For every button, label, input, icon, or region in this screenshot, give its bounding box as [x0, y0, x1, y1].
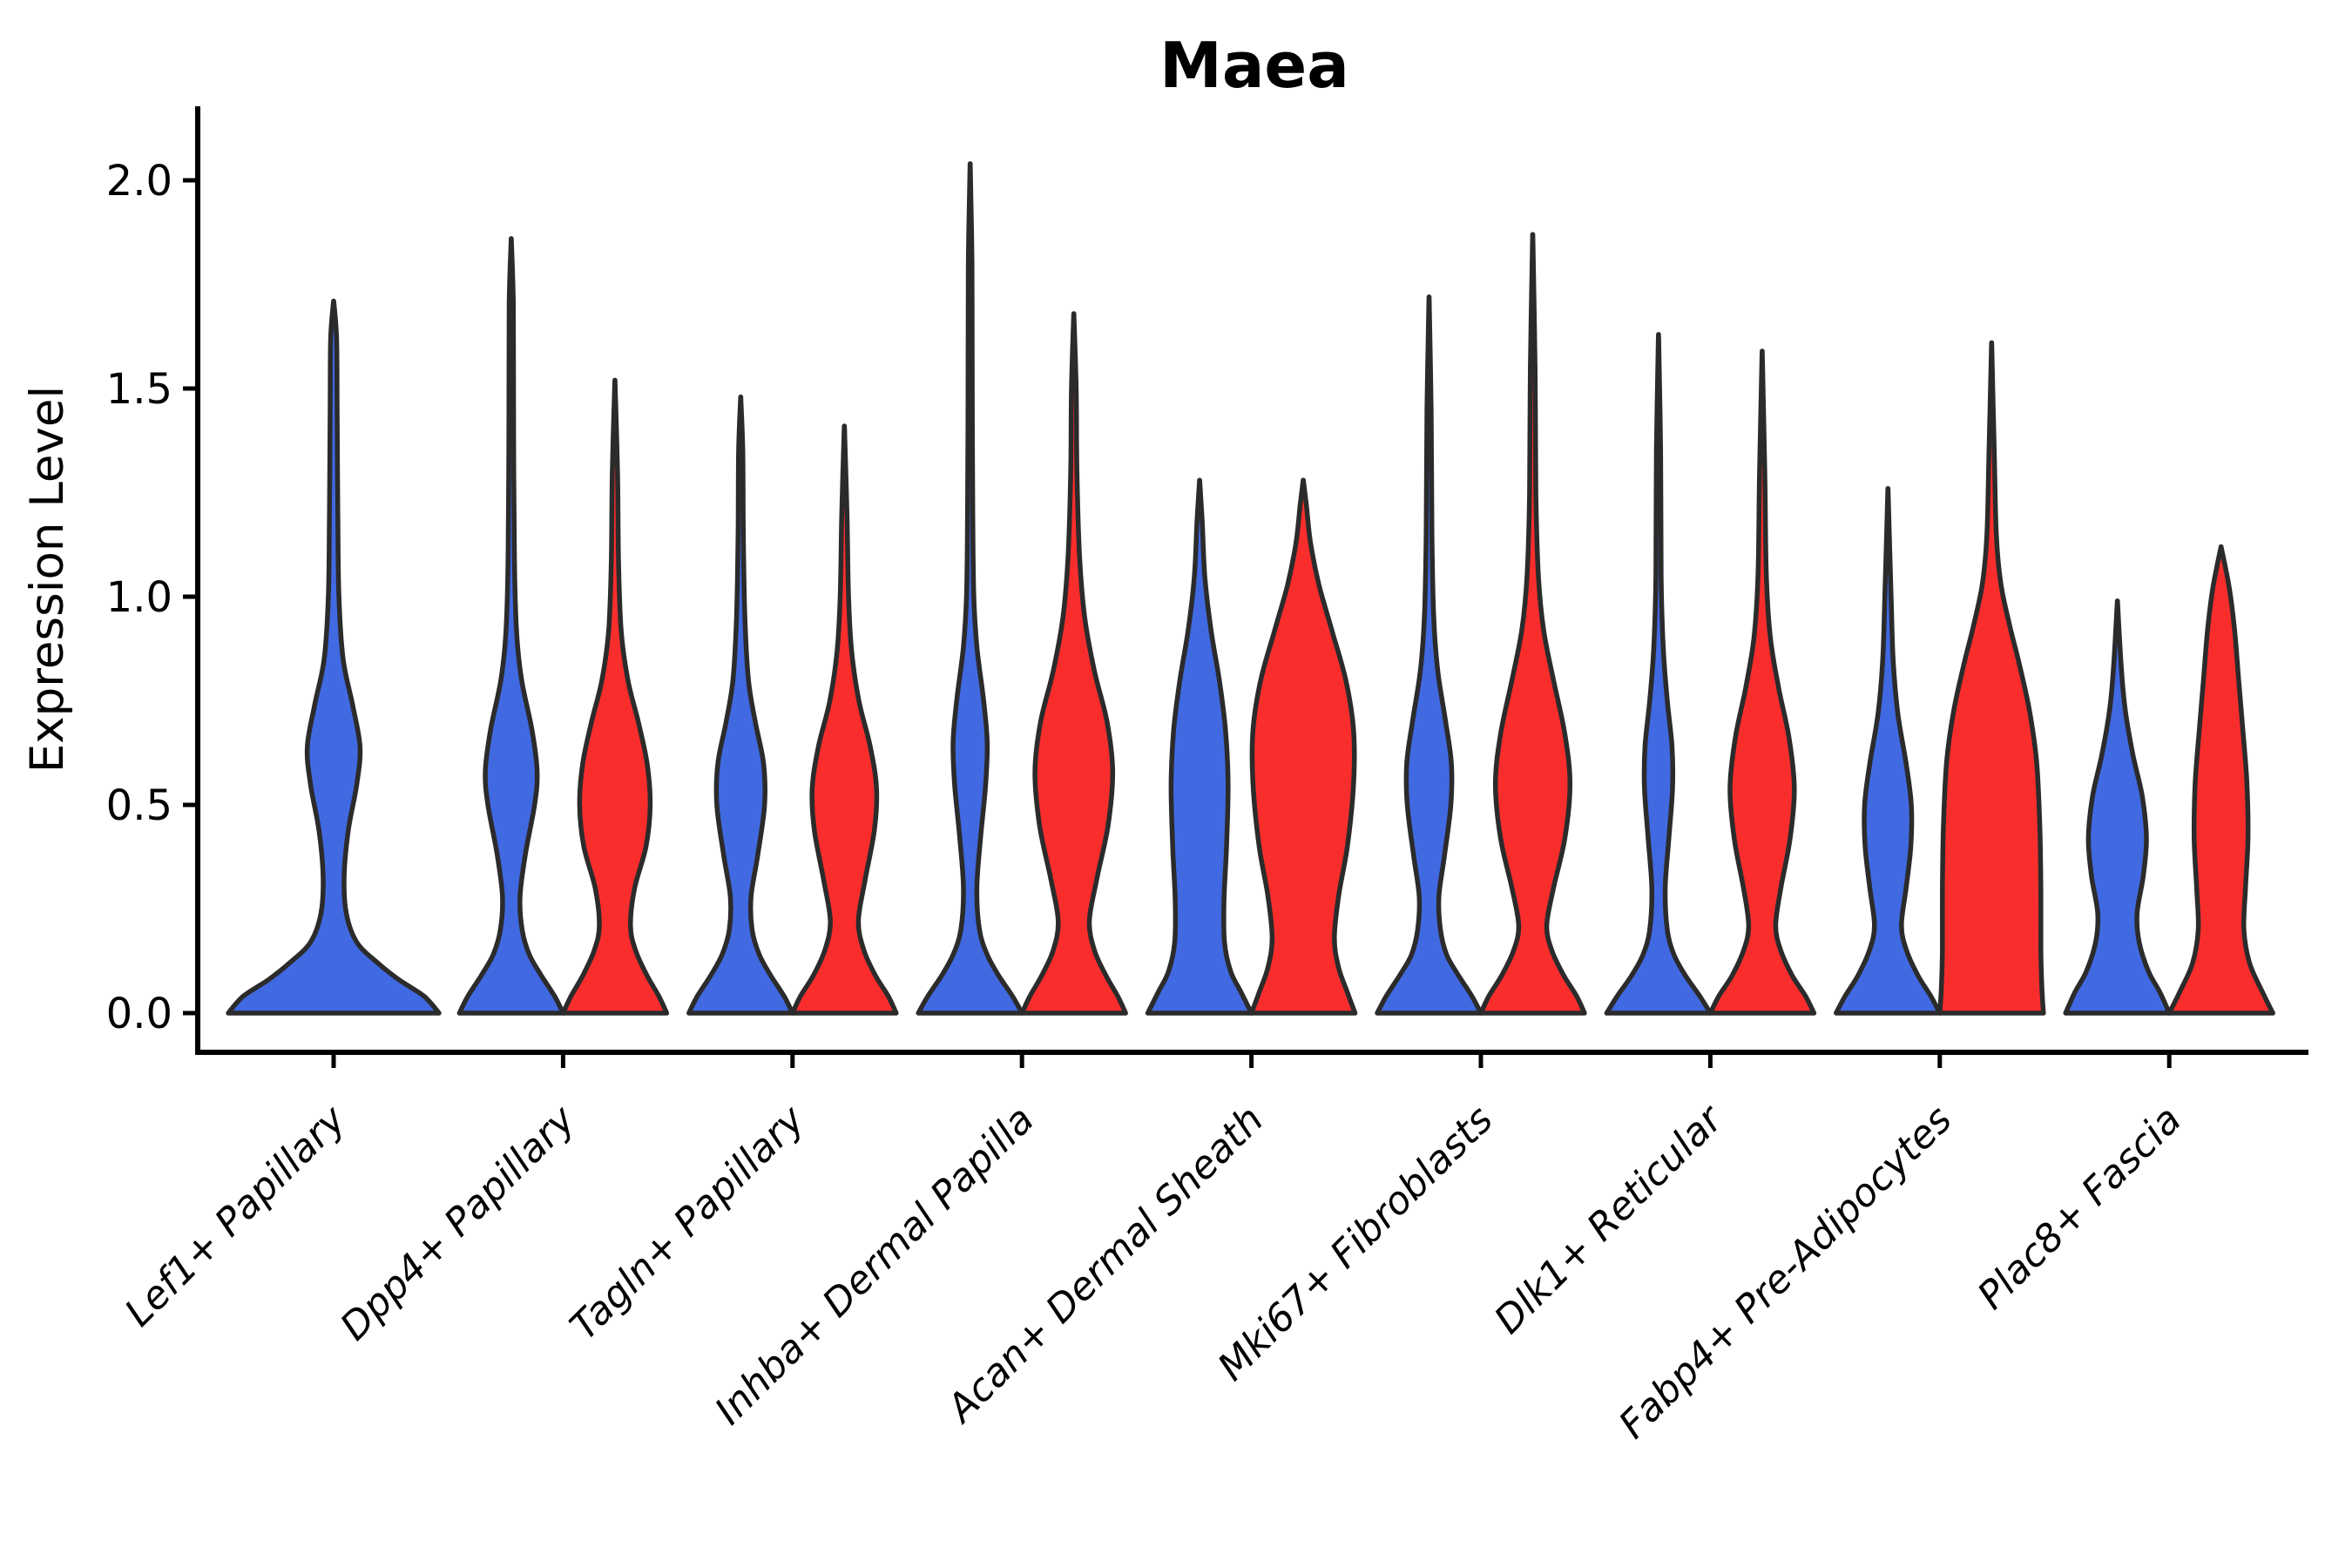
chart-title: Maea — [1159, 29, 1349, 102]
violin-fabp4-pre-adipocytes-blue — [1834, 485, 1943, 1016]
violin-inhba-dermal-papilla-red — [1019, 311, 1128, 1016]
violin-dlk1-reticular-red — [1707, 348, 1817, 1016]
y-tick-label: 1.0 — [106, 573, 172, 622]
violin-acan-dermal-sheath-red — [1248, 477, 1358, 1016]
violin-acan-dermal-sheath-blue — [1145, 477, 1254, 1016]
x-tick-label-dpp4-papillary: Dpp4+ Papillary — [332, 1097, 585, 1349]
violin-dpp4-papillary-blue — [456, 236, 566, 1016]
violin-fabp4-pre-adipocytes-red — [1937, 340, 2046, 1016]
y-tick-label: 0.0 — [106, 990, 172, 1038]
x-tick-label-plac8-fascia: Plac8+ Fascia — [1970, 1098, 2190, 1318]
violin-tagln-papillary-blue — [686, 394, 795, 1016]
violin-dlk1-reticular-blue — [1604, 332, 1713, 1016]
x-tick-label-dlk1-reticular: Dlk1+ Reticular — [1486, 1096, 1733, 1342]
y-tick-label: 1.5 — [106, 365, 172, 414]
x-tick-label-tagln-papillary: Tagln+ Papillary — [562, 1097, 814, 1348]
violin-lef1-papillary-blue — [226, 298, 442, 1016]
violin-mki67-fibroblasts-blue — [1375, 294, 1484, 1016]
violin-mki67-fibroblasts-red — [1478, 232, 1587, 1016]
x-tick-label-lef1-papillary: Lef1+ Papillary — [117, 1097, 355, 1335]
violin-plac8-fascia-blue — [2063, 598, 2172, 1016]
y-tick-label: 0.5 — [106, 781, 172, 830]
violin-dpp4-papillary-red — [560, 377, 670, 1016]
violin-tagln-papillary-red — [790, 423, 899, 1016]
y-tick-label: 2.0 — [106, 157, 172, 206]
violin-inhba-dermal-papilla-blue — [916, 161, 1024, 1016]
violin-plac8-fascia-red — [2166, 544, 2275, 1016]
y-axis-label: Expression Level — [21, 386, 74, 773]
